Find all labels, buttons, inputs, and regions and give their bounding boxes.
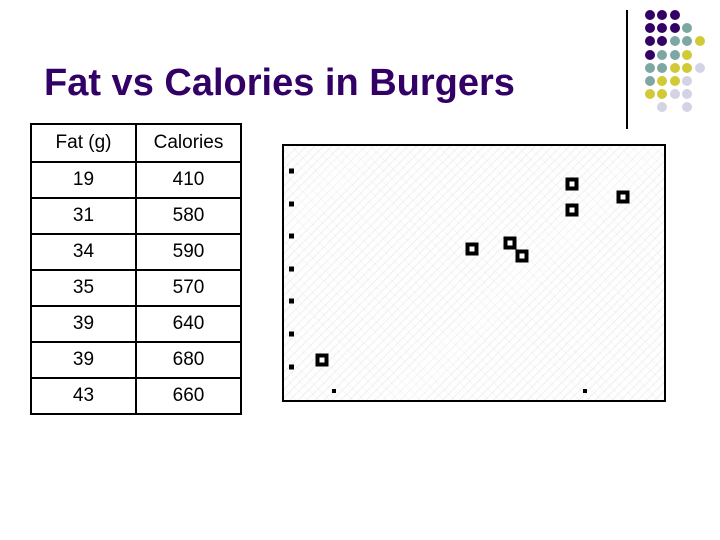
y-axis-tick: [289, 298, 294, 304]
y-axis-tick: [289, 266, 294, 272]
decorative-dot: [645, 10, 655, 20]
decorative-dot: [669, 49, 680, 60]
decorative-dot: [694, 62, 705, 73]
decorative-dot: [645, 76, 655, 86]
decorative-dot: [657, 76, 668, 86]
decorative-dot: [645, 89, 655, 100]
data-point-marker: [616, 190, 630, 204]
decorative-dot: [645, 62, 655, 73]
decorative-dot: [669, 89, 680, 100]
table-cell: 680: [135, 341, 242, 379]
table-cell: 19: [30, 161, 137, 199]
decorative-dot: [669, 76, 680, 86]
y-axis-tick: [289, 331, 294, 337]
scatter-plot: [282, 144, 666, 402]
decorative-dot: [657, 10, 668, 20]
data-point-marker: [565, 177, 579, 191]
table-cell: 660: [135, 377, 242, 415]
decorative-dot: [682, 23, 693, 34]
decorative-dot: [657, 62, 668, 73]
table-body: 19 410 31 580 34 590 35 570 39 640 39 680 43 660: [30, 161, 242, 415]
y-axis-tick: [289, 233, 294, 239]
page-title: Fat vs Calories in Burgers: [44, 62, 515, 104]
x-axis-tick: [583, 389, 587, 393]
data-point-marker: [315, 353, 329, 367]
decorative-dot: [657, 89, 668, 100]
table-header-cell: Fat (g): [30, 123, 137, 163]
table-header: Fat (g) Calories: [30, 123, 242, 163]
data-point-marker: [565, 203, 579, 217]
y-axis-tick: [289, 364, 294, 370]
data-table: Fat (g) Calories 19 410 31 580 34 590 35 570 39 64…: [30, 123, 242, 415]
decorative-dot: [645, 23, 655, 34]
data-point-marker: [515, 249, 529, 263]
decorative-dot: [645, 36, 655, 47]
divider-line: [626, 10, 628, 129]
table-header-row: Fat (g) Calories: [30, 123, 242, 163]
decorative-dot: [682, 49, 693, 60]
decorative-dot: [669, 10, 680, 20]
table-cell: 39: [30, 341, 137, 379]
decorative-dot: [657, 49, 668, 60]
table-cell: 640: [135, 305, 242, 343]
decorative-dot: [682, 76, 693, 86]
table-cell: 410: [135, 161, 242, 199]
table-cell: 590: [135, 233, 242, 271]
decorative-dot: [682, 62, 693, 73]
decorative-dot: [669, 23, 680, 34]
y-axis-tick: [289, 201, 294, 206]
decorative-dot: [645, 49, 655, 60]
decorative-dot: [669, 36, 680, 47]
table-header-cell: Calories: [135, 123, 242, 163]
table-row: 19 410: [30, 161, 242, 199]
decorative-dot: [669, 62, 680, 73]
table-row: 43 660: [30, 377, 242, 415]
table-cell: 34: [30, 233, 137, 271]
data-point-marker: [465, 242, 479, 256]
x-axis-tick: [332, 389, 337, 393]
y-axis-tick: [289, 168, 294, 174]
decorative-dot: [682, 89, 693, 100]
table-cell: 31: [30, 197, 137, 235]
table-row: 39 640: [30, 305, 242, 343]
decorative-dot: [657, 23, 668, 34]
table-row: 31 580: [30, 197, 242, 235]
decorative-dot: [657, 36, 668, 47]
data-point-marker: [503, 236, 517, 250]
decorative-dot: [657, 102, 668, 113]
table-row: 34 590: [30, 233, 242, 271]
table-row: 39 680: [30, 341, 242, 379]
table-cell: 39: [30, 305, 137, 343]
decorative-dot: [682, 36, 693, 47]
table-cell: 35: [30, 269, 137, 307]
decorative-dot: [694, 36, 705, 47]
table-row: 35 570: [30, 269, 242, 307]
decorative-dot: [682, 102, 693, 113]
table-cell: 570: [135, 269, 242, 307]
table-cell: 43: [30, 377, 137, 415]
table-cell: 580: [135, 197, 242, 235]
